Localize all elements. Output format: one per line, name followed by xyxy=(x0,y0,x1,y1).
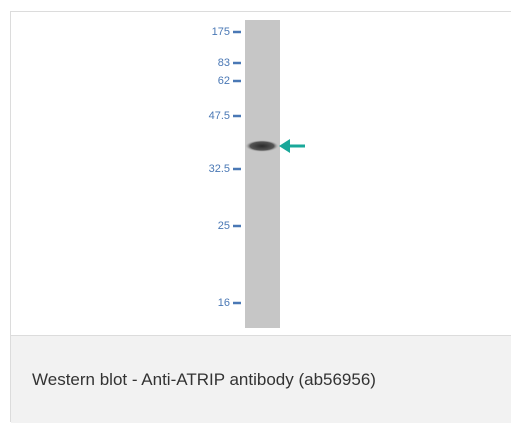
arrow xyxy=(279,139,305,153)
product-image-card: 175 83 62 47.5 32.5 25 16 Western blot - Anti-… xyxy=(10,11,511,422)
marker-label: 25 xyxy=(218,220,230,232)
marker-label: 47.5 xyxy=(209,110,230,122)
marker-label: 83 xyxy=(218,57,230,69)
western-blot: 175 83 62 47.5 32.5 25 16 xyxy=(11,12,511,334)
caption-bar: Western blot - Anti-ATRIP antibody (ab56… xyxy=(11,335,511,423)
marker-label: 175 xyxy=(212,26,230,38)
blot-lane xyxy=(245,20,280,328)
marker-label: 32.5 xyxy=(209,163,230,175)
marker-label: 16 xyxy=(218,297,230,309)
protein-band xyxy=(245,140,279,152)
marker-label: 62 xyxy=(218,75,230,87)
caption-text: Western blot - Anti-ATRIP antibody (ab56… xyxy=(32,370,376,390)
